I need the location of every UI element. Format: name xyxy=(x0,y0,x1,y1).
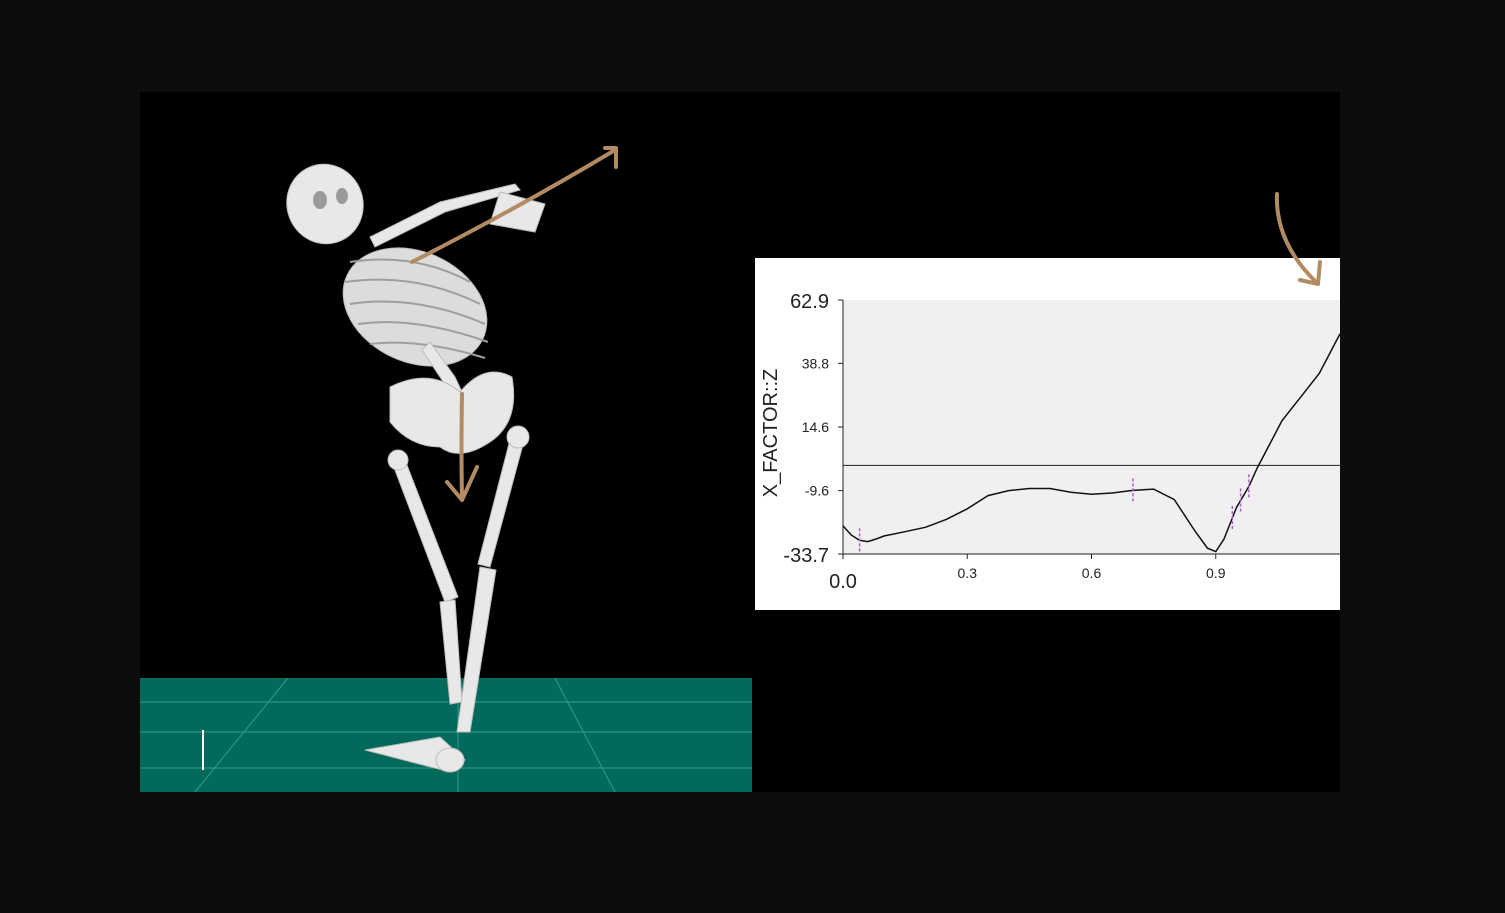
x-tick-label: 0.9 xyxy=(1206,565,1226,581)
rib-cage xyxy=(342,247,488,367)
pelvis xyxy=(389,371,515,454)
left-femur xyxy=(389,456,459,603)
3d-viewport[interactable]: 62.9 38.8 14.6 -9.6 -33.7 0.0 0.3 0.6 0.9 X_FAC… xyxy=(140,92,1340,793)
y-tick-label: -9.6 xyxy=(805,483,829,499)
left-tibia xyxy=(439,599,463,705)
y-tick-label: 38.8 xyxy=(802,355,829,371)
y-tick-label: 62.9 xyxy=(790,291,829,313)
y-tick-label: -33.7 xyxy=(783,545,829,567)
floor-grid xyxy=(140,677,752,793)
graph-panel[interactable]: 62.9 38.8 14.6 -9.6 -33.7 0.0 0.3 0.6 0.9 X_FAC… xyxy=(755,258,1340,610)
x-factor-series-line xyxy=(842,333,1340,553)
y-tick-label: 14.6 xyxy=(802,419,829,435)
x-factor-chart[interactable]: 62.9 38.8 14.6 -9.6 -33.7 0.0 0.3 0.6 0.9 X_FAC… xyxy=(755,258,1340,610)
skeleton-model[interactable] xyxy=(140,92,752,792)
right-femur xyxy=(477,431,526,568)
x-tick-label: 0.0 xyxy=(829,571,857,593)
plot-area xyxy=(843,300,1340,554)
x-tick-label: 0.3 xyxy=(958,565,978,581)
x-tick-label: 0.6 xyxy=(1082,565,1102,581)
hand-bones xyxy=(489,191,546,233)
right-tibia xyxy=(456,566,497,733)
y-axis-label: X_FACTOR::Z xyxy=(760,369,782,498)
